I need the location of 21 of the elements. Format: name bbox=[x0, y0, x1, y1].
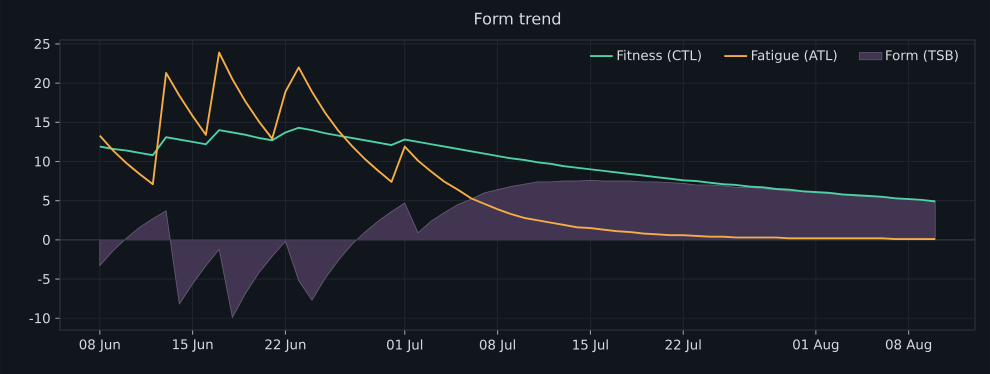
y-tick-label: 25 bbox=[34, 38, 50, 49]
legend-label: Form (TSB) bbox=[886, 50, 958, 62]
chart-title: Form trend bbox=[475, 12, 560, 25]
legend-label: Fitness (CTL) bbox=[618, 50, 701, 62]
y-tick-label: -5 bbox=[38, 274, 50, 284]
y-tick-label: 10 bbox=[35, 156, 50, 167]
x-tick-label: 22 Jul bbox=[666, 339, 701, 352]
x-tick-label: 01 Jul bbox=[387, 339, 422, 352]
y-tick-label: 0 bbox=[43, 234, 50, 245]
y-tick-label: 15 bbox=[35, 117, 50, 128]
x-tick-label: 08 Jun bbox=[80, 339, 120, 352]
x-tick-label: 15 Jul bbox=[573, 339, 608, 352]
x-tick-label: 08 Jul bbox=[480, 339, 515, 352]
y-tick-label: -10 bbox=[30, 313, 50, 324]
x-tick-label: 15 Jun bbox=[173, 339, 212, 352]
legend-label: Fatigue (ATL) bbox=[752, 50, 836, 63]
y-tick-label: 20 bbox=[34, 78, 50, 88]
x-tick-label: 22 Jun bbox=[265, 339, 306, 352]
x-tick-label: 08 Aug bbox=[886, 339, 932, 352]
x-tick-label: 01 Aug bbox=[793, 339, 838, 352]
y-tick-label: 5 bbox=[43, 196, 50, 206]
